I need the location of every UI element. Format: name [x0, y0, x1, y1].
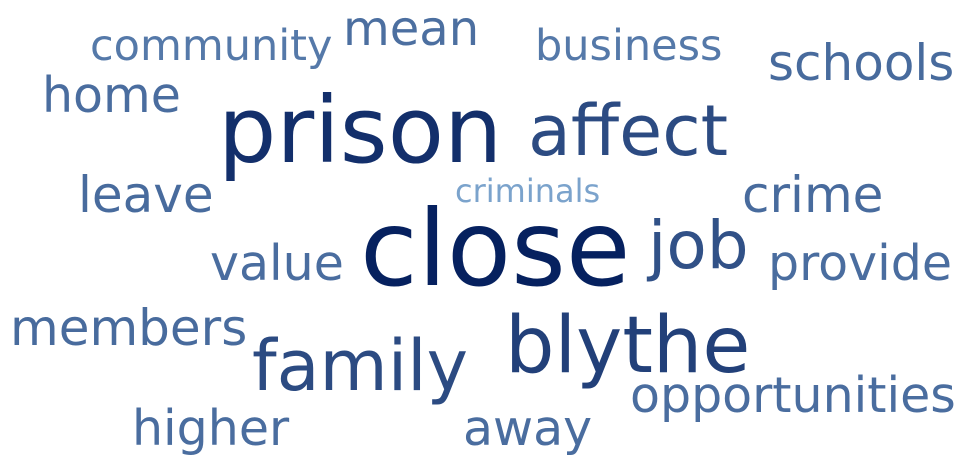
word: community: [90, 21, 332, 71]
word: mean: [343, 1, 479, 57]
word: value: [210, 235, 344, 292]
word: opportunities: [630, 367, 956, 424]
word: blythe: [505, 301, 750, 391]
word: family: [252, 325, 468, 407]
word: home: [42, 67, 181, 124]
word: schools: [768, 34, 954, 92]
word: business: [535, 21, 722, 71]
word: provide: [768, 235, 952, 292]
word: crime: [742, 166, 883, 224]
word: criminals: [455, 172, 600, 210]
word: leave: [78, 166, 214, 224]
word: close: [360, 188, 630, 310]
word: job: [646, 207, 749, 284]
word: away: [463, 400, 592, 457]
word: affect: [528, 90, 728, 172]
word: prison: [218, 77, 502, 184]
word: members: [10, 299, 247, 357]
word: higher: [132, 400, 290, 457]
